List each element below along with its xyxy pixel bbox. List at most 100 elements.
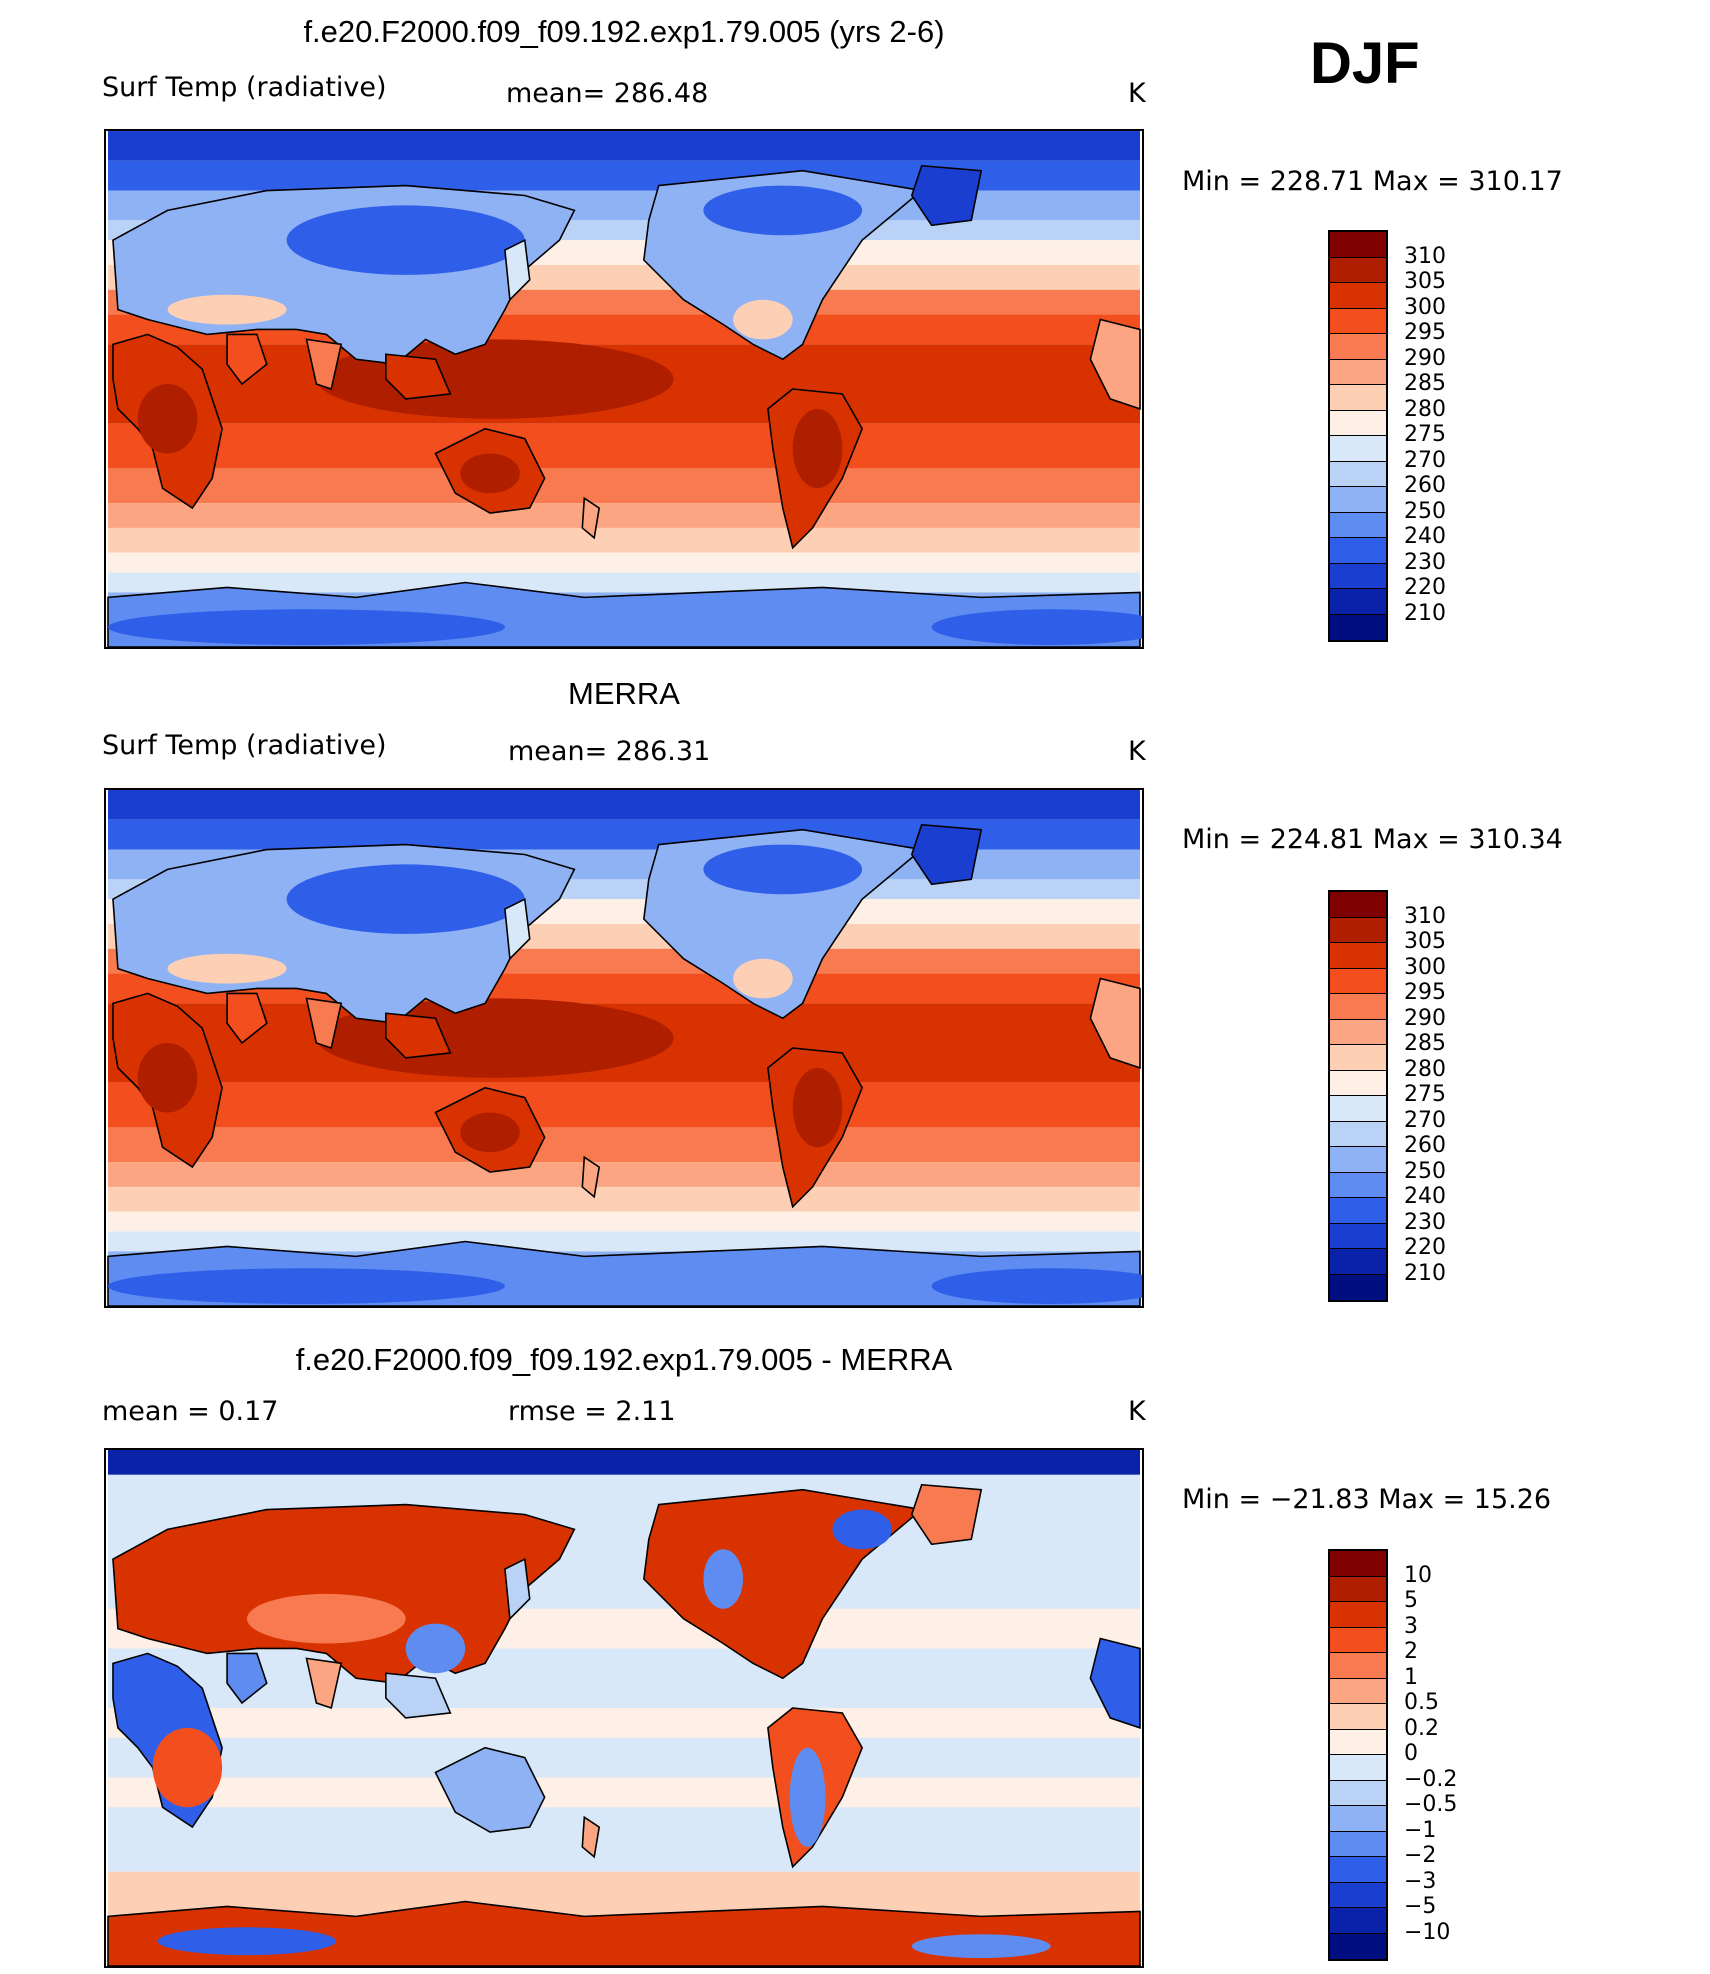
temperature-band xyxy=(108,552,1140,573)
panel-obs-variable-label: Surf Temp (radiative) xyxy=(102,730,387,761)
difference-field xyxy=(107,1450,1141,1966)
panel-diff-mean-label: mean = 0.17 xyxy=(102,1396,279,1427)
east-asia-cool-region xyxy=(405,1623,466,1674)
siberia-cold-region xyxy=(286,205,525,275)
colorbar-tick-label: 230 xyxy=(1404,549,1446,575)
rockies-cool-region xyxy=(703,1549,744,1609)
colorbar-tick-label: 250 xyxy=(1404,1158,1446,1184)
colorbar-segment xyxy=(1330,359,1386,385)
colorbar-tick-label: 310 xyxy=(1404,243,1446,269)
us-south-region xyxy=(733,299,793,340)
colorbar-tick-label: 295 xyxy=(1404,980,1446,1005)
colorbar-segment xyxy=(1330,1249,1386,1275)
canada-cold-region xyxy=(703,185,863,236)
colorbar-segment xyxy=(1330,334,1386,360)
colorbar-segment xyxy=(1330,1198,1386,1224)
obs-temperature-field xyxy=(107,790,1142,1306)
colorbar-tick-label: 240 xyxy=(1404,1184,1446,1209)
europe-outline xyxy=(1089,1637,1141,1729)
colorbar-tick-label: 270 xyxy=(1404,447,1446,473)
colorbar-tick-label: 3 xyxy=(1404,1613,1418,1639)
colorbar-segment xyxy=(1330,1576,1386,1602)
colorbar-segment xyxy=(1330,968,1386,994)
mediterranean-region xyxy=(167,294,287,325)
temperature-band xyxy=(108,1450,1140,1475)
colorbar-segment xyxy=(1330,410,1386,436)
colorbar-segment xyxy=(1330,308,1386,334)
colorbar-segment xyxy=(1330,1704,1386,1730)
india-outline xyxy=(305,997,343,1050)
colorbar-tick-label: 285 xyxy=(1404,371,1446,396)
canada-cold-region xyxy=(703,844,863,895)
colorbar-tick-label: 230 xyxy=(1404,1209,1446,1235)
africa-warm-region xyxy=(137,384,198,454)
arabia-outline xyxy=(226,992,268,1045)
colorbar-segment xyxy=(1330,232,1386,258)
colorbar-segment xyxy=(1330,512,1386,538)
colorbar-segment xyxy=(1330,436,1386,462)
temperature-band xyxy=(108,423,1140,469)
temperature-band xyxy=(108,1162,1140,1187)
colorbar-segment xyxy=(1330,1882,1386,1908)
central-asia-region xyxy=(246,1593,406,1644)
colorbar-segment xyxy=(1330,1602,1386,1628)
colorbar-segment xyxy=(1330,1755,1386,1781)
panel-obs-title: MERRA xyxy=(568,676,680,711)
colorbar-tick-label: 240 xyxy=(1404,524,1446,549)
australia-warm-region xyxy=(460,1112,520,1153)
colorbar-segment xyxy=(1330,1019,1386,1045)
temperature-band xyxy=(108,527,1140,553)
colorbar-segment xyxy=(1330,563,1386,589)
colorbar-tick-label: −0.2 xyxy=(1404,1766,1458,1792)
colorbar-segment xyxy=(1330,1908,1386,1934)
arabia-outline xyxy=(226,333,268,386)
colorbar-tick-label: −0.5 xyxy=(1404,1792,1458,1817)
colorbar-segment xyxy=(1330,538,1386,564)
antarctica-cool-region-east xyxy=(911,1934,1051,1959)
colorbar-tick-label: 295 xyxy=(1404,320,1446,345)
colorbar-tick-label: 220 xyxy=(1404,1235,1446,1260)
colorbar-segment xyxy=(1330,1627,1386,1653)
colorbar-tick-label: 260 xyxy=(1404,473,1446,498)
panel-obs-minmax: Min = 224.81 Max = 310.34 xyxy=(1182,824,1563,855)
panel-diff-title: f.e20.F2000.f09_f09.192.exp1.79.005 - ME… xyxy=(295,1342,953,1377)
southeast-asia-outline xyxy=(385,1672,452,1719)
antarctica-outline xyxy=(107,1900,1141,1966)
panel-obs-mean-label: mean= 286.31 xyxy=(508,736,711,767)
colorbar-segment xyxy=(1330,1933,1386,1959)
colorbar-tick-label: −1 xyxy=(1404,1817,1437,1843)
siberia-cold-region xyxy=(286,864,525,934)
colorbar-tick-label: 305 xyxy=(1404,929,1446,954)
colorbar-segment xyxy=(1330,943,1386,969)
panel-model-units-label: K xyxy=(1128,78,1146,109)
panel-obs-map xyxy=(104,788,1144,1308)
panel-diff-rmse-label: rmse = 2.11 xyxy=(508,1396,676,1427)
colorbar-segment xyxy=(1330,994,1386,1020)
temperature-band xyxy=(108,819,1140,850)
india-outline xyxy=(305,1657,343,1710)
southeast-asia-outline xyxy=(385,1012,452,1059)
colorbar-segment xyxy=(1330,1147,1386,1173)
temperature-band xyxy=(108,1127,1140,1163)
colorbar-segment xyxy=(1330,1831,1386,1857)
colorbar-tick-label: −10 xyxy=(1404,1919,1451,1945)
temperature-band xyxy=(108,1186,1140,1212)
colorbar-tick-label: 300 xyxy=(1404,294,1446,320)
colorbar-tick-label: 285 xyxy=(1404,1031,1446,1056)
colorbar-tick-label: 2 xyxy=(1404,1639,1418,1664)
colorbar-tick-label: 0.2 xyxy=(1404,1715,1439,1741)
colorbar-tick-label: 300 xyxy=(1404,954,1446,980)
new-zealand-outline xyxy=(581,496,601,540)
colorbar-tick-label: 210 xyxy=(1404,1260,1446,1286)
colorbar-segment xyxy=(1330,1121,1386,1147)
antarctica-cold-region xyxy=(108,1268,505,1305)
colorbar-tick-label: 10 xyxy=(1404,1562,1432,1588)
model-temperature-field xyxy=(107,131,1142,647)
europe-outline xyxy=(1089,318,1141,410)
colorbar-segment xyxy=(1330,917,1386,943)
greenland-outline xyxy=(910,1483,983,1546)
colorbar-segment xyxy=(1330,1806,1386,1832)
colorbar-tick-label: −2 xyxy=(1404,1843,1437,1868)
season-label: DJF xyxy=(1310,31,1420,96)
temperature-band xyxy=(108,1871,1140,1917)
